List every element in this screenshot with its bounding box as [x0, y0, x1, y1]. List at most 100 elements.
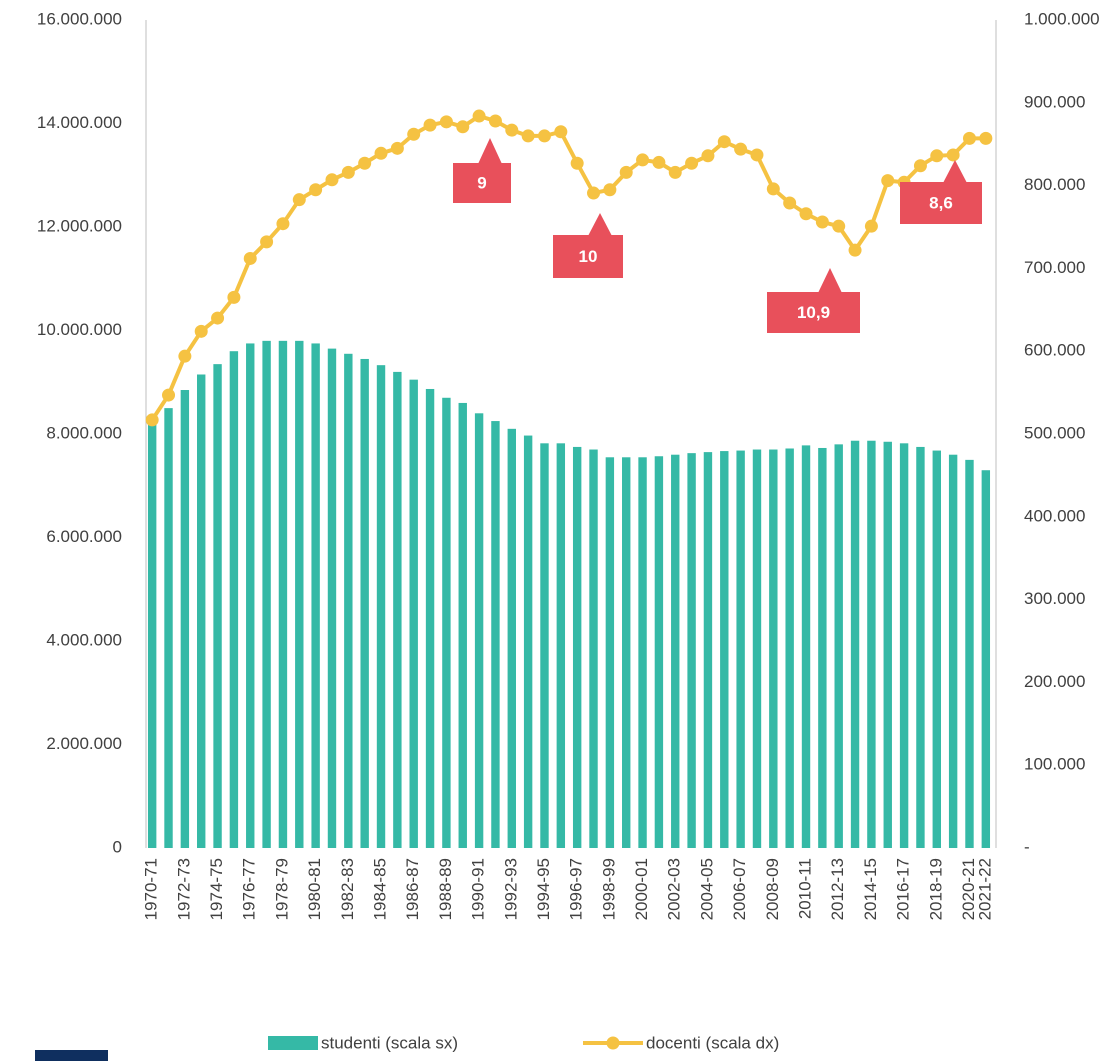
- x-tick-label: 1988-89: [436, 858, 455, 920]
- bar: [883, 441, 892, 848]
- line-marker: [423, 118, 437, 132]
- x-tick-label: 1996-97: [567, 858, 586, 920]
- bar: [262, 340, 271, 848]
- bar: [311, 343, 320, 848]
- x-tick-label: 1970-71: [142, 858, 161, 920]
- y2-tick-label: 700.000: [1024, 258, 1085, 277]
- line-marker: [881, 174, 895, 188]
- bar: [523, 435, 533, 848]
- line-marker: [488, 114, 502, 128]
- y-tick-label: 0: [113, 837, 122, 856]
- line-marker: [701, 149, 715, 163]
- x-tick-label: 2010-11: [796, 858, 815, 919]
- x-tick-label: 1990-91: [469, 858, 488, 920]
- x-tick-label: 2016-17: [894, 858, 913, 920]
- bar: [948, 454, 958, 848]
- bar: [540, 443, 549, 848]
- bar: [147, 423, 157, 848]
- bar: [818, 447, 827, 848]
- line-marker: [341, 165, 355, 179]
- line-marker: [292, 193, 306, 207]
- line-marker: [472, 109, 486, 123]
- y2-tick-label: 200.000: [1024, 672, 1085, 691]
- line-marker: [734, 142, 748, 156]
- bar: [246, 343, 255, 848]
- line-marker: [750, 148, 764, 162]
- x-tick-label: 1982-83: [338, 858, 357, 920]
- y2-tick-label: 500.000: [1024, 423, 1085, 442]
- line-marker: [145, 413, 159, 427]
- x-tick-label: 2020-21: [959, 858, 978, 920]
- x-tick-label: 2006-07: [730, 858, 749, 920]
- bar: [180, 390, 190, 848]
- callout-label: 9: [477, 173, 486, 192]
- bar: [197, 374, 206, 848]
- bar: [736, 450, 745, 848]
- line-marker: [815, 215, 829, 229]
- x-tick-label: 2018-19: [926, 858, 945, 920]
- x-tick-label: 1986-87: [403, 858, 422, 920]
- y-tick-label: 6.000.000: [46, 527, 122, 546]
- x-tick-label: 1978-79: [272, 858, 291, 920]
- y2-tick-label: 1.000.000: [1024, 9, 1100, 28]
- line: [150, 113, 986, 422]
- bar: [638, 457, 647, 848]
- y2-tick-label: 400.000: [1024, 506, 1085, 525]
- callout-label: 10,9: [797, 303, 830, 322]
- bar: [801, 445, 811, 848]
- line-marker: [325, 173, 339, 187]
- callout-label: 8,6: [929, 193, 953, 212]
- line-marker: [652, 155, 666, 169]
- bar: [899, 443, 909, 848]
- line-marker: [962, 131, 976, 145]
- bar: [654, 456, 664, 848]
- bar: [295, 340, 304, 848]
- line-marker: [570, 156, 584, 170]
- callout-box: [900, 182, 982, 224]
- line-marker: [603, 183, 617, 197]
- logo: [35, 1050, 108, 1061]
- bar: [769, 449, 778, 848]
- bar: [752, 449, 762, 848]
- callout-pointer: [943, 160, 967, 183]
- legend-swatch: [268, 1036, 318, 1050]
- y-tick-label: 2.000.000: [46, 734, 122, 753]
- bar: [720, 451, 729, 848]
- line-marker: [227, 290, 241, 304]
- line-marker: [178, 349, 192, 363]
- x-tick-label: 1994-95: [534, 858, 553, 920]
- bar: [867, 440, 876, 848]
- line-marker: [260, 235, 274, 249]
- line-marker: [243, 251, 257, 265]
- line-marker: [930, 149, 944, 163]
- y-tick-label: 14.000.000: [37, 113, 122, 132]
- bar: [850, 440, 860, 848]
- line-marker: [685, 156, 699, 170]
- bar: [442, 397, 451, 848]
- line-marker: [407, 127, 421, 141]
- line-marker: [358, 156, 372, 170]
- bar: [981, 470, 991, 848]
- y-tick-label: 12.000.000: [37, 216, 122, 235]
- line-marker: [276, 217, 290, 231]
- x-tick-label: 1998-99: [599, 858, 618, 920]
- bar: [458, 402, 467, 848]
- x-tick-label: 1984-85: [371, 858, 390, 920]
- line-marker: [848, 243, 862, 257]
- bar: [932, 450, 941, 848]
- callout-box: [767, 292, 860, 333]
- line-marker: [717, 135, 731, 149]
- x-tick-label: 2008-09: [763, 858, 782, 920]
- y-tick-label: 10.000.000: [37, 320, 122, 339]
- line-marker: [668, 165, 682, 179]
- x-tick-label: 1980-81: [305, 858, 324, 920]
- legend-label: studenti (scala sx): [321, 1033, 458, 1052]
- line-marker: [799, 207, 813, 221]
- bar: [507, 428, 516, 848]
- bar: [393, 371, 402, 848]
- callout-pointer: [478, 138, 502, 164]
- bar: [965, 459, 974, 848]
- line-marker: [456, 120, 470, 134]
- bar: [376, 365, 386, 848]
- bar: [703, 452, 713, 848]
